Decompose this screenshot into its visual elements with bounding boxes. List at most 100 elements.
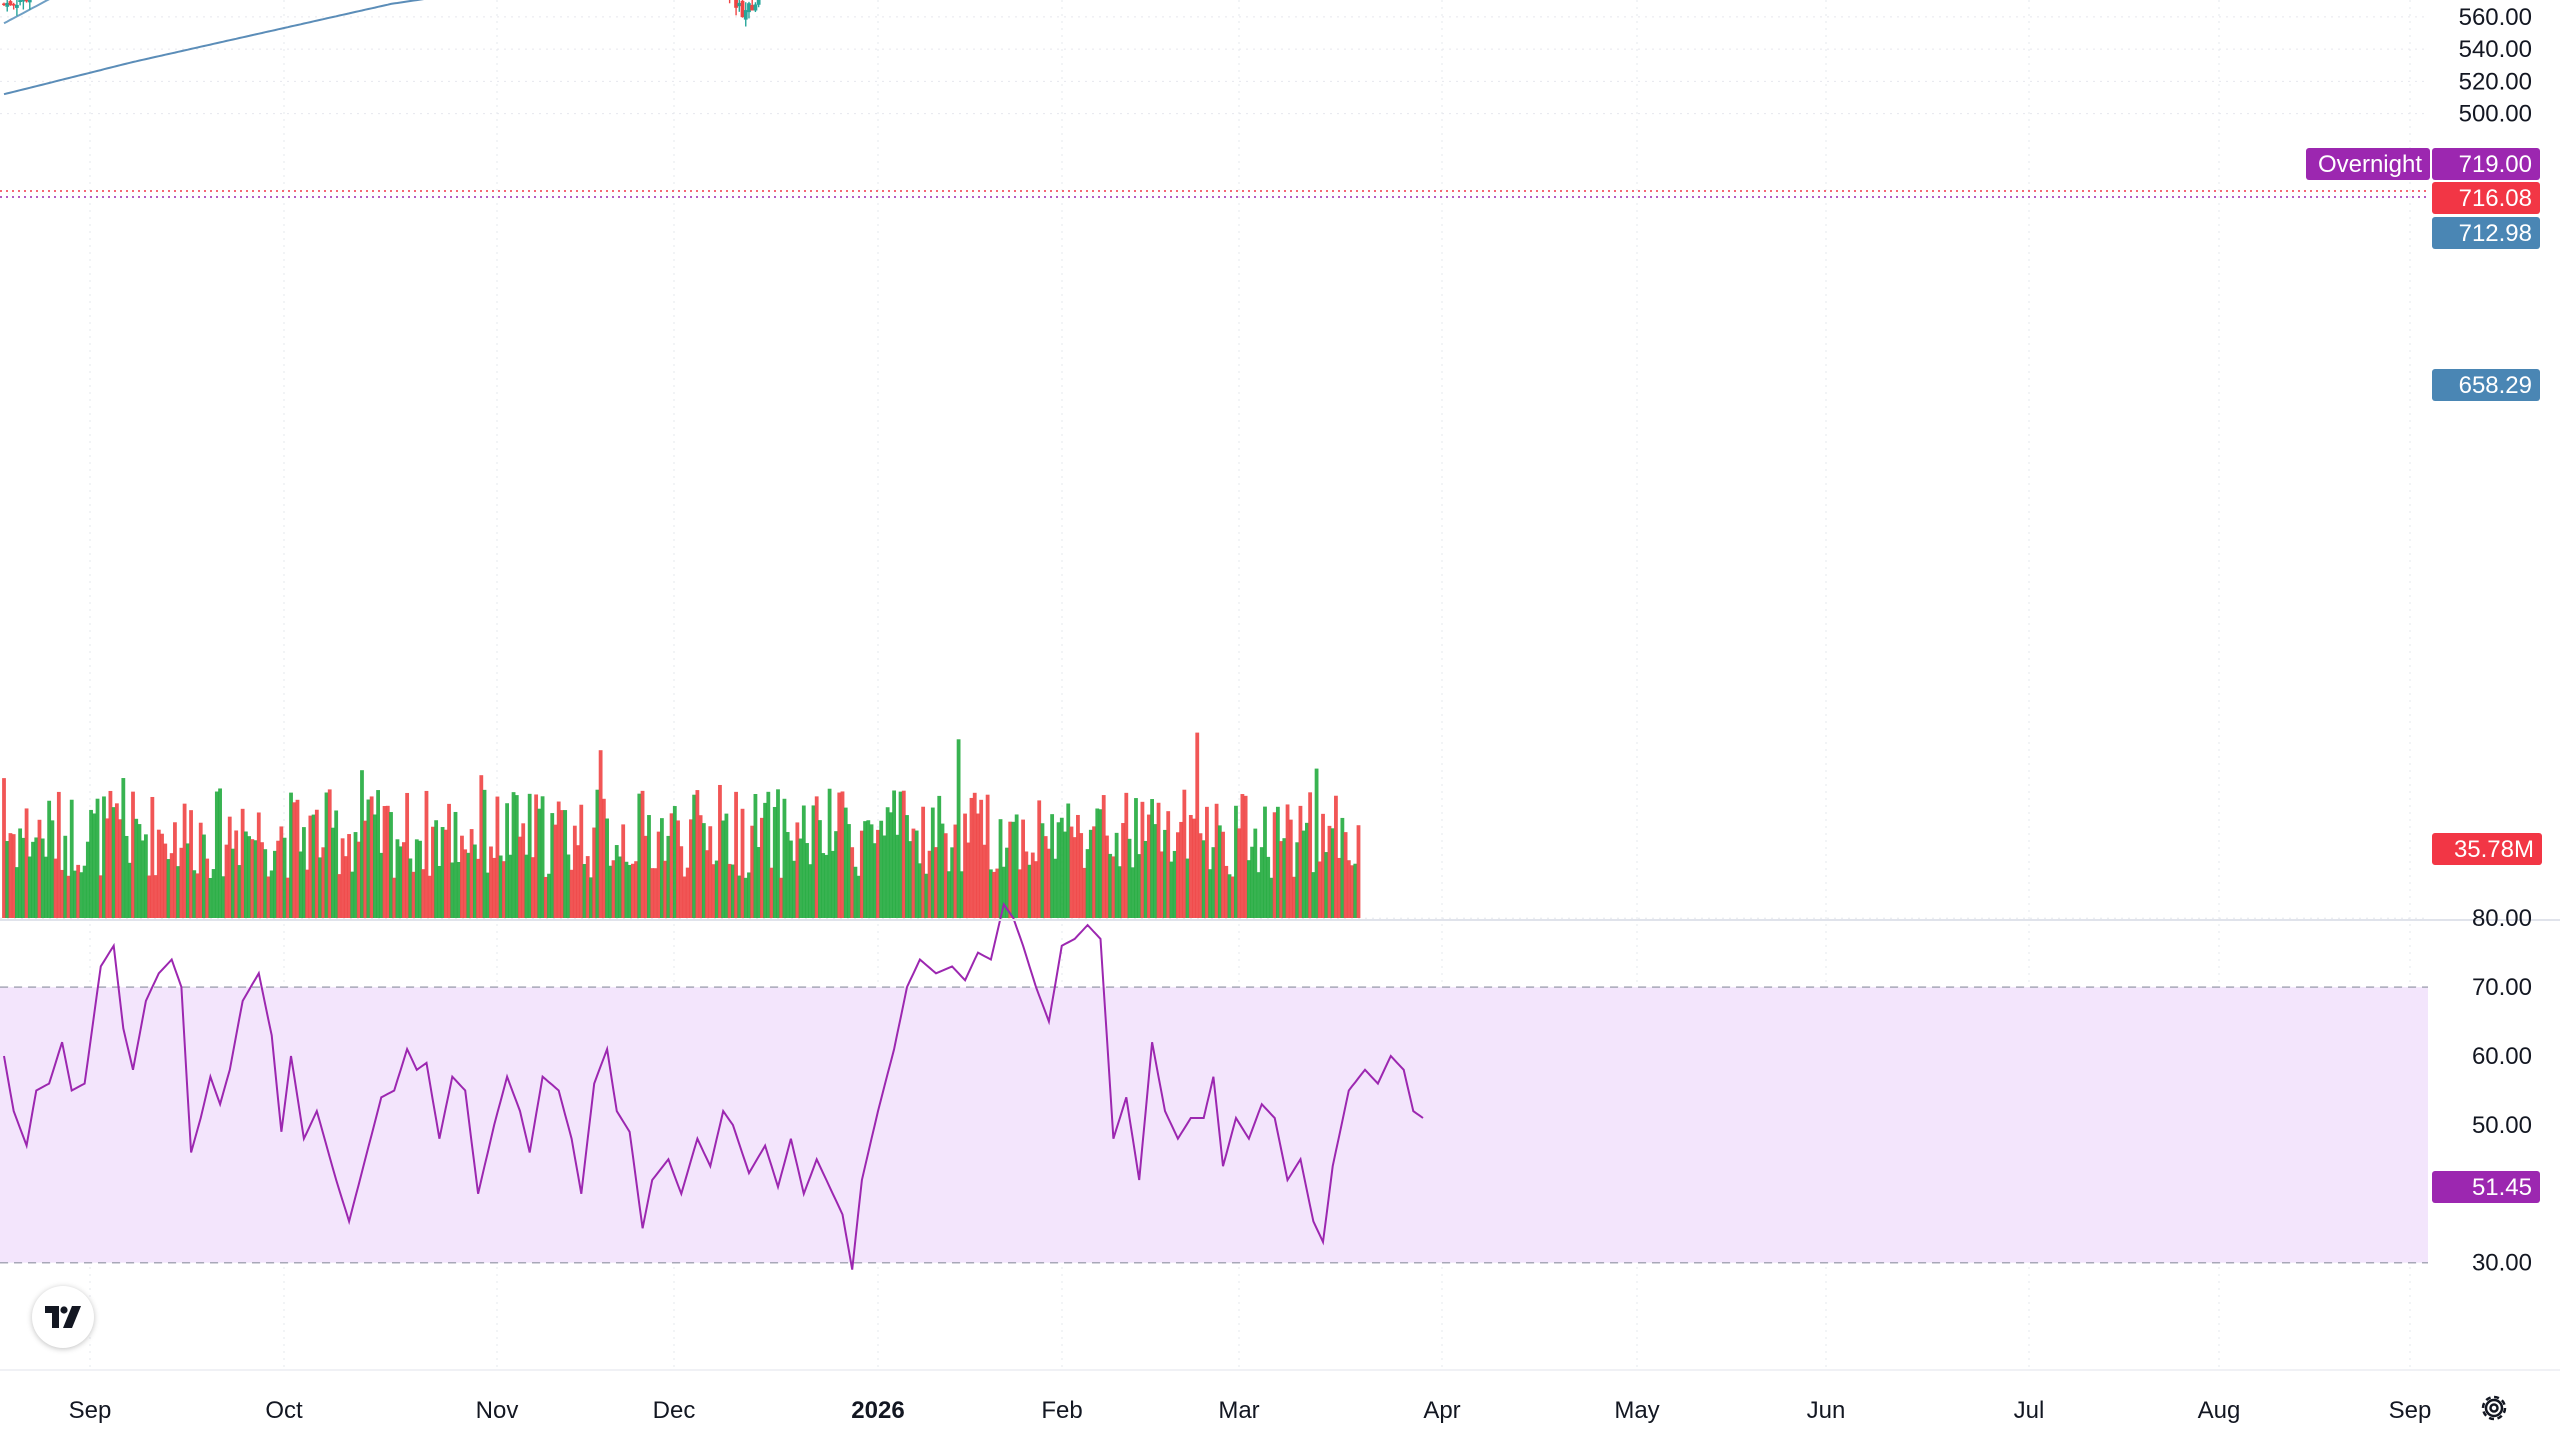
- volume-bar: [137, 824, 142, 918]
- volume-bar: [1234, 805, 1238, 918]
- volume-bar: [1150, 799, 1154, 918]
- volume-bar: [134, 818, 139, 918]
- volume-bar: [1240, 794, 1245, 918]
- volume-bar: [360, 770, 364, 918]
- tradingview-logo[interactable]: [32, 1286, 94, 1348]
- time-axis[interactable]: Sep Oct Nov Dec 2026 Feb Mar Apr May Jun Jul Aug Sep: [69, 1397, 2432, 1424]
- volume-bar: [482, 789, 487, 918]
- volume-bar: [827, 788, 832, 918]
- volume-bar: [292, 802, 297, 918]
- volume-bar: [856, 875, 861, 918]
- volume-bar: [866, 820, 871, 918]
- price-tick-label: 540.00: [2459, 36, 2532, 63]
- volume-bar: [950, 847, 955, 918]
- volume-bar: [737, 875, 742, 918]
- volume-bar: [234, 830, 239, 918]
- volume-bar: [1024, 851, 1029, 918]
- volume-bar: [302, 827, 306, 918]
- volume-bar: [698, 815, 703, 918]
- volume-bar: [1350, 865, 1354, 918]
- volume-bar: [402, 842, 406, 918]
- time-label: Aug: [2198, 1397, 2241, 1424]
- volume-bar: [1047, 848, 1051, 918]
- volume-bar: [118, 819, 122, 918]
- volume-bar: [943, 833, 948, 918]
- volume-bar: [1037, 800, 1042, 918]
- volume-bar: [169, 853, 174, 918]
- volume-bar: [601, 798, 606, 918]
- volume-bar: [389, 812, 393, 918]
- volume-bar: [189, 810, 193, 918]
- volume-bar: [537, 808, 542, 918]
- volume-bar: [1063, 831, 1067, 918]
- volume-bar: [563, 810, 568, 918]
- volume-bar: [1308, 792, 1313, 918]
- volume-bar: [479, 775, 484, 918]
- volume-bar: [1340, 817, 1345, 918]
- candle: [15, 0, 19, 16]
- volume-bar: [350, 871, 355, 918]
- volume-bar: [608, 865, 613, 918]
- volume-bar: [431, 826, 435, 918]
- volume-bar: [621, 824, 626, 918]
- volume-bar: [782, 798, 787, 918]
- volume-bar: [1321, 813, 1325, 918]
- volume-bar: [414, 839, 419, 918]
- volume-bar: [121, 778, 126, 918]
- volume-bar: [795, 822, 800, 918]
- rsi-tag: 51.45: [2432, 1171, 2540, 1203]
- volume-bar: [1298, 805, 1303, 918]
- volume-bar: [611, 860, 616, 918]
- volume-bar: [495, 796, 500, 918]
- volume-bar: [1182, 789, 1187, 918]
- volume-bar: [289, 792, 293, 918]
- volume-bar: [1059, 817, 1064, 918]
- volume-bar: [1098, 809, 1103, 918]
- volume-bar: [863, 821, 867, 918]
- settings-button[interactable]: [2474, 1388, 2514, 1428]
- volume-bar: [1217, 825, 1222, 918]
- volume-bar: [398, 846, 403, 918]
- volume-bar: [837, 792, 842, 918]
- volume-bar: [650, 868, 655, 918]
- volume-bar: [1134, 798, 1138, 918]
- candle: [27, 0, 32, 10]
- volume-bar: [1317, 861, 1322, 918]
- volume-bar: [82, 865, 87, 918]
- svg-text:719.00: 719.00: [2459, 151, 2532, 178]
- volume-bar: [756, 847, 761, 918]
- volume-bar: [630, 863, 635, 918]
- volume-bar: [385, 805, 390, 918]
- volume-bar: [1043, 836, 1048, 918]
- volume-bar: [769, 867, 774, 918]
- volume-bar: [1243, 795, 1248, 918]
- volume-bar: [1014, 814, 1019, 918]
- volume-bar: [1076, 814, 1080, 918]
- volume-bar: [1301, 830, 1306, 918]
- volume-bar: [882, 835, 887, 918]
- candle: [756, 0, 761, 8]
- volume-bar: [408, 858, 413, 918]
- volume-bars: [2, 732, 1361, 918]
- volume-bar: [250, 839, 255, 918]
- ma-50-line: [3, 0, 50, 25]
- rsi-tick-label: 80.00: [2472, 905, 2532, 932]
- overnight-price-tag: 719.00: [2432, 148, 2540, 180]
- volume-bar: [395, 839, 400, 918]
- volume-bar: [643, 835, 648, 918]
- volume-bar: [582, 864, 587, 918]
- price-axis[interactable]: 760.00740.00720.00700.00680.00660.00640.…: [2459, 0, 2532, 128]
- volume-bar: [1159, 851, 1164, 918]
- volume-bar: [1001, 866, 1006, 918]
- volume-bar: [279, 826, 284, 918]
- volume-bar: [379, 852, 384, 918]
- time-label: Jul: [2014, 1397, 2045, 1424]
- volume-bar: [759, 817, 764, 918]
- volume-bar: [963, 813, 967, 918]
- volume-bar: [1105, 835, 1109, 918]
- volume-bar: [89, 809, 93, 918]
- volume-bar: [1259, 847, 1264, 918]
- ma-50-tag: 712.98: [2432, 217, 2540, 249]
